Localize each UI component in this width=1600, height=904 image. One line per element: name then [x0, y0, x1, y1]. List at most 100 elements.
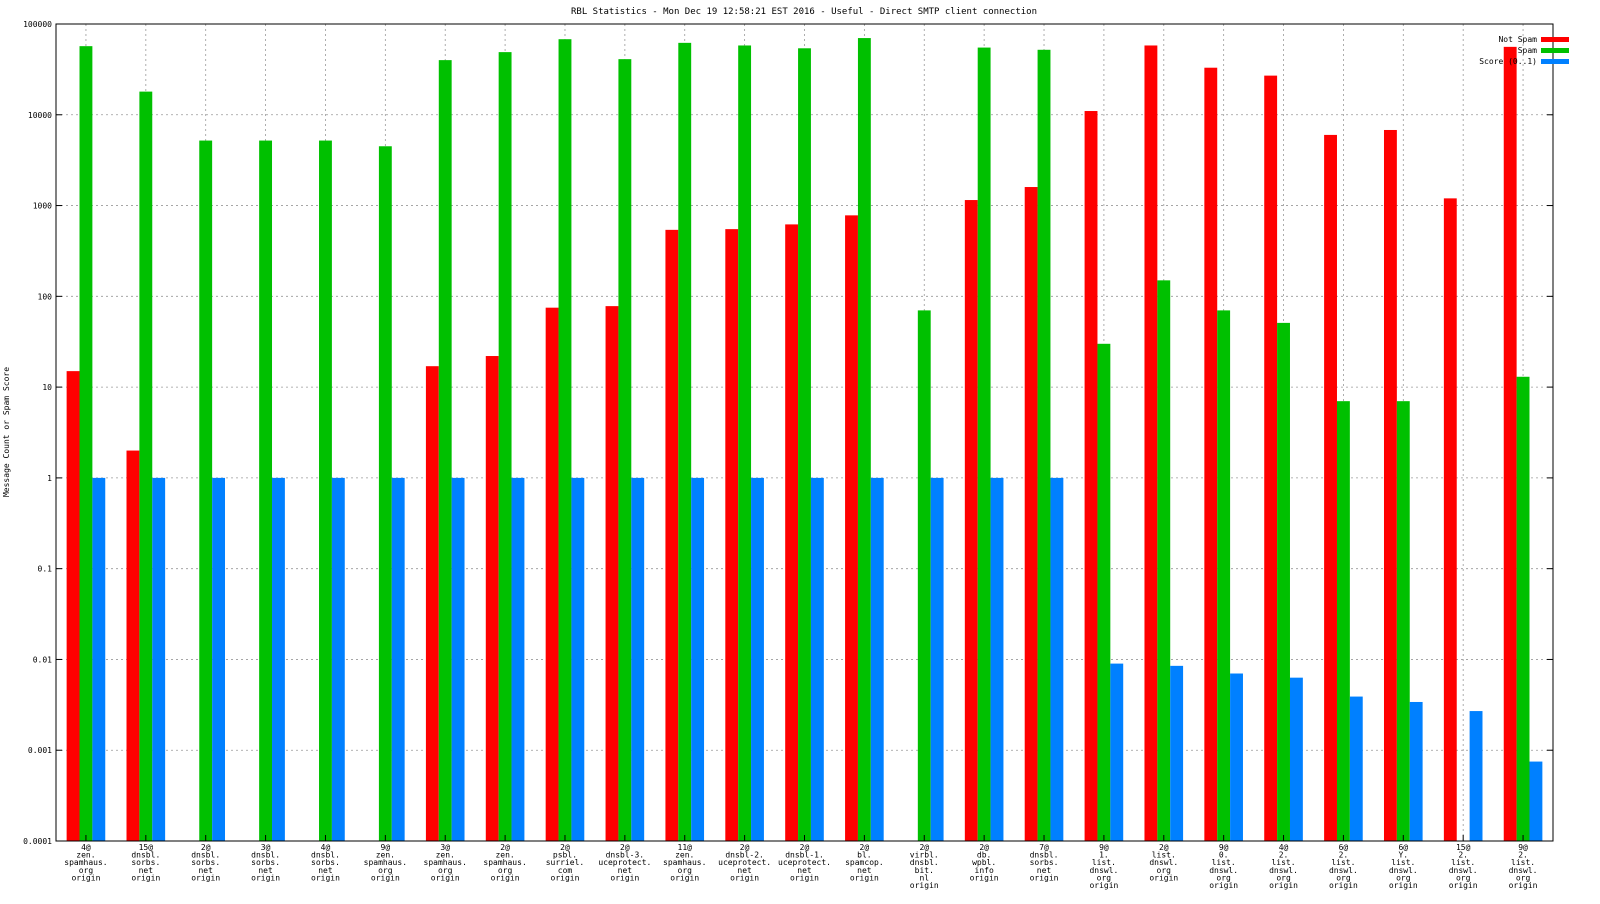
bar-spam: [678, 42, 692, 842]
x-category-line: origin: [71, 873, 100, 882]
x-category-line: org: [1276, 873, 1291, 882]
bar-spam: [79, 46, 93, 842]
x-category-line: 2.: [1458, 851, 1468, 860]
x-category-line: origin: [371, 873, 400, 882]
x-category-line: zen.: [495, 851, 514, 860]
x-category-line: org: [1336, 873, 1351, 882]
x-category-line: org: [678, 866, 693, 875]
x-category-line: origin: [1389, 881, 1418, 890]
x-category-line: origin: [1149, 873, 1178, 882]
legend-swatch-score-0-1: [1541, 59, 1569, 64]
x-category-line: spamhaus.: [483, 858, 526, 867]
x-category-line: dnsbl.: [131, 851, 160, 860]
bar-spam: [1277, 322, 1290, 841]
bar-score-0-1: [1289, 677, 1303, 841]
x-category-label: 4@ zen. spamhaus. org origin: [64, 843, 107, 882]
x-category-line: dnswl.: [1089, 866, 1118, 875]
x-category-line: sorbs.: [191, 858, 220, 867]
bar-score-0-1: [751, 477, 764, 841]
x-category-line: 2@: [1159, 843, 1169, 852]
x-category-line: origin: [970, 873, 999, 882]
x-category-line: 2@: [979, 843, 989, 852]
x-category-line: org: [438, 866, 453, 875]
bar-score-0-1: [1050, 477, 1064, 841]
x-category-label: 2@ db. wpbl. info origin: [970, 843, 999, 882]
x-category-line: 2@: [740, 843, 750, 852]
bar-spam: [1097, 343, 1111, 841]
bar-score-0-1: [1469, 711, 1483, 841]
x-category-label: 4@ dnsbl. sorbs. net origin: [311, 843, 340, 882]
x-category-label: 4@ 2. list. dnswl. org origin: [1269, 843, 1298, 890]
bar-spam: [917, 310, 931, 841]
bar-spam: [798, 48, 811, 841]
bar-not-spam: [845, 215, 858, 842]
y-tick-label: 100000: [23, 20, 52, 29]
x-category-line: sorbs.: [251, 858, 280, 867]
bar-not-spam: [725, 229, 739, 841]
x-category-label: 15@ 2. list. dnswl. org origin: [1449, 843, 1478, 890]
x-category-label: 9@ 2. list. dnswl. org origin: [1509, 843, 1538, 890]
x-category-line: 3@: [261, 843, 271, 852]
bar-spam: [1396, 401, 1410, 841]
x-category-label: 2@ dnsbl-3. uceprotect. net origin: [598, 843, 651, 882]
bar-not-spam: [66, 371, 80, 841]
x-category-line: origin: [610, 873, 639, 882]
y-tick-label: 0.0001: [23, 837, 52, 846]
x-category-line: 9@: [1219, 843, 1229, 852]
x-category-line: origin: [491, 873, 520, 882]
x-category-line: 0.: [1219, 851, 1229, 860]
x-category-line: info: [975, 866, 994, 875]
bar-spam: [199, 140, 213, 842]
x-category-line: dnswl.: [1509, 866, 1538, 875]
x-category-line: db.: [977, 851, 991, 860]
x-category-line: uceprotect.: [598, 858, 651, 867]
bar-spam: [618, 59, 632, 841]
x-category-line: list.: [1331, 858, 1355, 867]
x-category-line: list.: [1271, 858, 1295, 867]
x-category-line: origin: [1329, 881, 1358, 890]
bar-not-spam: [964, 200, 978, 842]
x-category-line: net: [198, 866, 213, 875]
x-category-line: 2.: [1339, 851, 1349, 860]
legend-label-not-spam: Not Spam: [1498, 35, 1537, 44]
x-category-line: 2.: [1279, 851, 1289, 860]
x-category-line: 2.: [1518, 851, 1528, 860]
bar-spam: [558, 39, 572, 841]
x-category-line: org: [1097, 873, 1112, 882]
y-tick-label: 100: [38, 292, 53, 301]
x-category-line: origin: [1269, 881, 1298, 890]
x-category-line: surriel.: [546, 858, 585, 867]
x-category-line: 4@: [321, 843, 331, 852]
y-ticks: 0.0001 0.001 0.01 0.1 1 10 100 1000 10000 100000: [23, 20, 1553, 846]
x-category-line: dnswl.: [1329, 866, 1358, 875]
x-category-line: origin: [1089, 881, 1118, 890]
bar-score-0-1: [331, 477, 345, 841]
x-category-label: 3@ zen. spamhaus. org origin: [424, 843, 467, 882]
bar-score-0-1: [870, 477, 884, 841]
bar-score-0-1: [1349, 696, 1363, 841]
bar-spam: [977, 47, 991, 842]
x-category-line: org: [1456, 873, 1471, 882]
bar-score-0-1: [1230, 673, 1243, 841]
x-category-line: dnsbl.: [910, 858, 939, 867]
bar-spam: [438, 60, 452, 842]
bar-score-0-1: [1409, 701, 1423, 841]
x-category-line: net: [1037, 866, 1052, 875]
x-category-line: 7@: [1039, 843, 1049, 852]
x-category-line: sorbs.: [1030, 858, 1059, 867]
x-category-line: zen.: [376, 851, 395, 860]
bar-not-spam: [1324, 134, 1337, 841]
bar-not-spam: [1264, 75, 1278, 842]
bar-not-spam: [485, 356, 499, 841]
x-category-line: origin: [311, 873, 340, 882]
x-category-line: spamhaus.: [364, 858, 407, 867]
x-category-line: 9@: [1518, 843, 1528, 852]
x-category-line: org: [79, 866, 94, 875]
bar-score-0-1: [1529, 761, 1543, 841]
bar-score-0-1: [212, 477, 226, 841]
x-category-line: dnswl.: [1389, 866, 1418, 875]
legend-swatch-not-spam: [1541, 37, 1569, 42]
x-category-line: uceprotect.: [718, 858, 771, 867]
x-category-label: 15@ dnsbl. sorbs. net origin: [131, 843, 160, 882]
x-category-line: 2@: [800, 843, 810, 852]
